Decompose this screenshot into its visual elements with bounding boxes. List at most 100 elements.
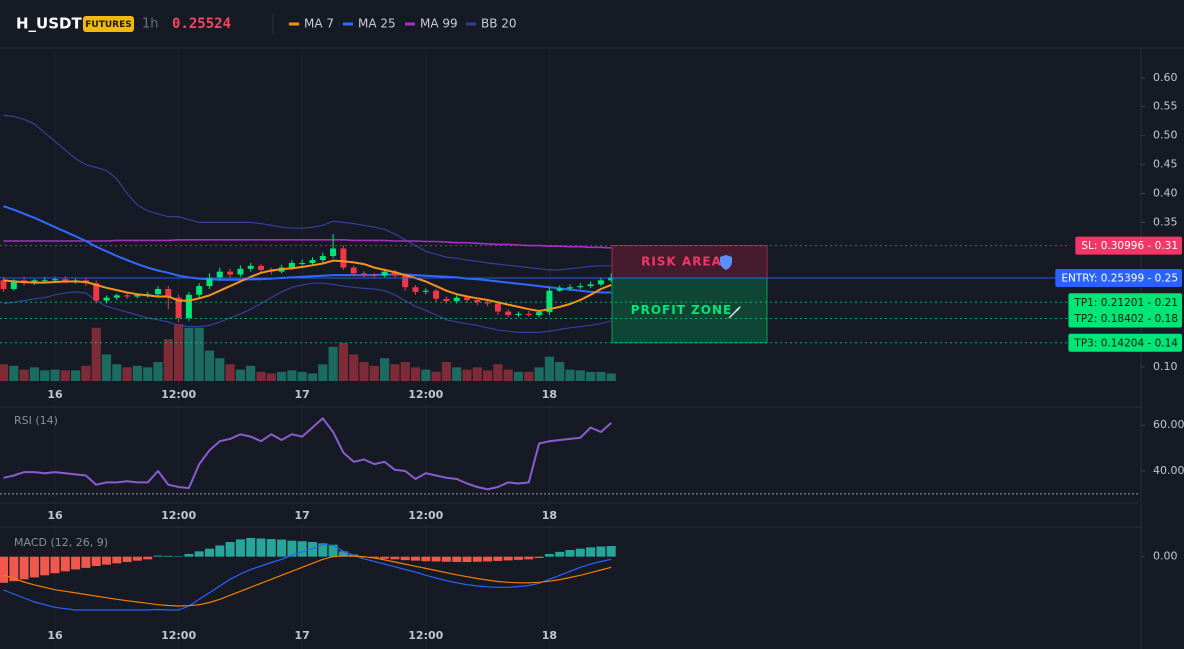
macd-histogram-bar [235,539,245,557]
volume-bar [266,373,276,381]
candle-body [155,288,161,295]
volume-bar [524,371,534,381]
x-tick-label: 16 [47,388,63,401]
candle-body [433,290,440,299]
level-tag [1068,293,1182,312]
panel-title: MACD (12, 26, 9) [14,536,108,549]
volume-bar [132,365,142,381]
volume-bar [338,343,348,381]
y-tick-label: 40.00 [1153,464,1184,477]
macd-histogram-bar [514,556,523,560]
candle-body [587,284,594,287]
candle-body [113,295,120,298]
candle-body [608,277,615,281]
y-tick-label: 0.35 [1153,215,1178,228]
macd-histogram-bar [153,555,163,557]
bb-upper [3,114,612,271]
candle-body [494,303,501,312]
macd-histogram-bar [194,551,204,557]
candle-body [361,273,367,275]
zone-label: RISK AREA [641,254,722,268]
volume-bar [112,364,122,381]
macd-histogram-bar [421,556,431,562]
badge-bg [83,16,134,32]
macd-histogram-bar [122,556,132,562]
candle-body [309,260,316,263]
volume-bar [287,370,297,381]
volume-bar [71,370,81,381]
y-tick-label: 0.10 [1153,360,1178,373]
volume-bar [349,354,359,381]
last-price: 0.25524 [172,16,231,32]
candle-body [577,286,584,288]
shield-icon [720,255,732,270]
volume-bar [153,362,163,381]
panel-title: RSI (14) [14,414,58,427]
macd-histogram-bar [328,544,338,557]
volume-bar [586,371,596,381]
candle-body [443,298,450,302]
candle-body [381,271,388,276]
candle-body [299,262,306,264]
macd-histogram-bar [132,556,142,561]
y-tick-label: 60.00 [1153,418,1184,431]
volume-bar [174,324,184,381]
macd-histogram-bar [112,556,122,564]
macd-histogram-bar [256,538,266,557]
macd-histogram-bar [184,554,194,557]
macd-histogram-bar [503,556,513,561]
volume-bar [380,358,390,381]
macd-line [3,544,612,611]
candle-body [546,290,553,313]
macd-histogram-bar [40,556,50,576]
volume-bar [19,369,29,381]
macd-histogram-bar [225,542,235,557]
macd-histogram-bar [174,556,184,557]
moving-average [3,239,612,249]
zone [611,245,768,279]
level-tag [1068,333,1182,352]
candle-body [412,287,419,292]
x-tick-label: 16 [47,629,63,642]
candle-body [216,271,223,278]
level-tag [1075,236,1182,255]
level-tag [1055,269,1182,288]
volume-bar [297,371,307,381]
candle-body [536,312,543,316]
candle-body [93,283,100,301]
rsi-line [3,417,612,491]
candle-body [319,256,326,261]
macd-histogram-bar [390,556,400,560]
volume-bar [235,369,245,381]
macd-histogram-bar [308,542,317,557]
candle-body [124,295,131,297]
y-tick-label: 0.45 [1153,158,1178,171]
volume-bar [359,362,369,381]
volume-bar [318,364,328,381]
macd-histogram-bar [544,554,554,557]
zone-label: PROFIT ZONE [631,303,732,317]
macd-histogram-bar [452,556,462,562]
candle-body [227,271,234,275]
candle-body [165,288,172,298]
symbol: H_USDT [16,15,82,33]
volume-bar [9,365,19,381]
candle-body [134,294,141,297]
x-tick-label: 12:00 [408,629,443,642]
volume-bar [369,365,379,381]
macd-histogram-bar [163,555,173,557]
candle-body [247,265,254,269]
volume-bar [163,339,173,381]
volume-bar [441,362,451,381]
legend-label: BB 20 [481,17,517,31]
macd-histogram-bar [380,556,390,559]
candle-body [196,286,203,295]
macd-histogram-bar [472,556,482,562]
volume-bar [472,367,482,381]
macd-histogram-bar [411,556,420,561]
candle-body [237,268,244,275]
macd-histogram-bar [431,556,441,562]
macd-histogram-bar [60,556,70,572]
